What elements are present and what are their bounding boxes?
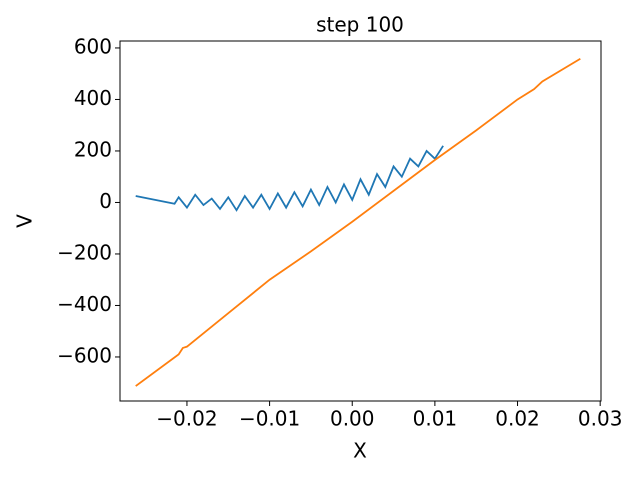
x-tick-label: 0.00 bbox=[330, 407, 375, 431]
x-axis-label: X bbox=[353, 439, 367, 463]
x-tick-label: −0.01 bbox=[239, 407, 300, 431]
y-tick-label: −400 bbox=[57, 292, 112, 316]
y-axis-label: V bbox=[13, 214, 37, 228]
y-tick-label: −200 bbox=[57, 240, 112, 264]
y-tick-label: 400 bbox=[74, 86, 112, 110]
y-tick-label: 200 bbox=[74, 137, 112, 161]
x-tick-label: 0.02 bbox=[495, 407, 540, 431]
x-tick-label: 0.01 bbox=[413, 407, 458, 431]
y-tick-label: −600 bbox=[57, 343, 112, 367]
x-tick-label: −0.02 bbox=[156, 407, 217, 431]
y-tick-label: 0 bbox=[99, 189, 112, 213]
chart-title: step 100 bbox=[316, 13, 404, 37]
data-line bbox=[135, 145, 444, 212]
y-tick-label: 600 bbox=[74, 34, 112, 58]
x-tick-label: 0.03 bbox=[578, 407, 623, 431]
plot-frame bbox=[119, 40, 602, 402]
data-line bbox=[135, 57, 581, 387]
